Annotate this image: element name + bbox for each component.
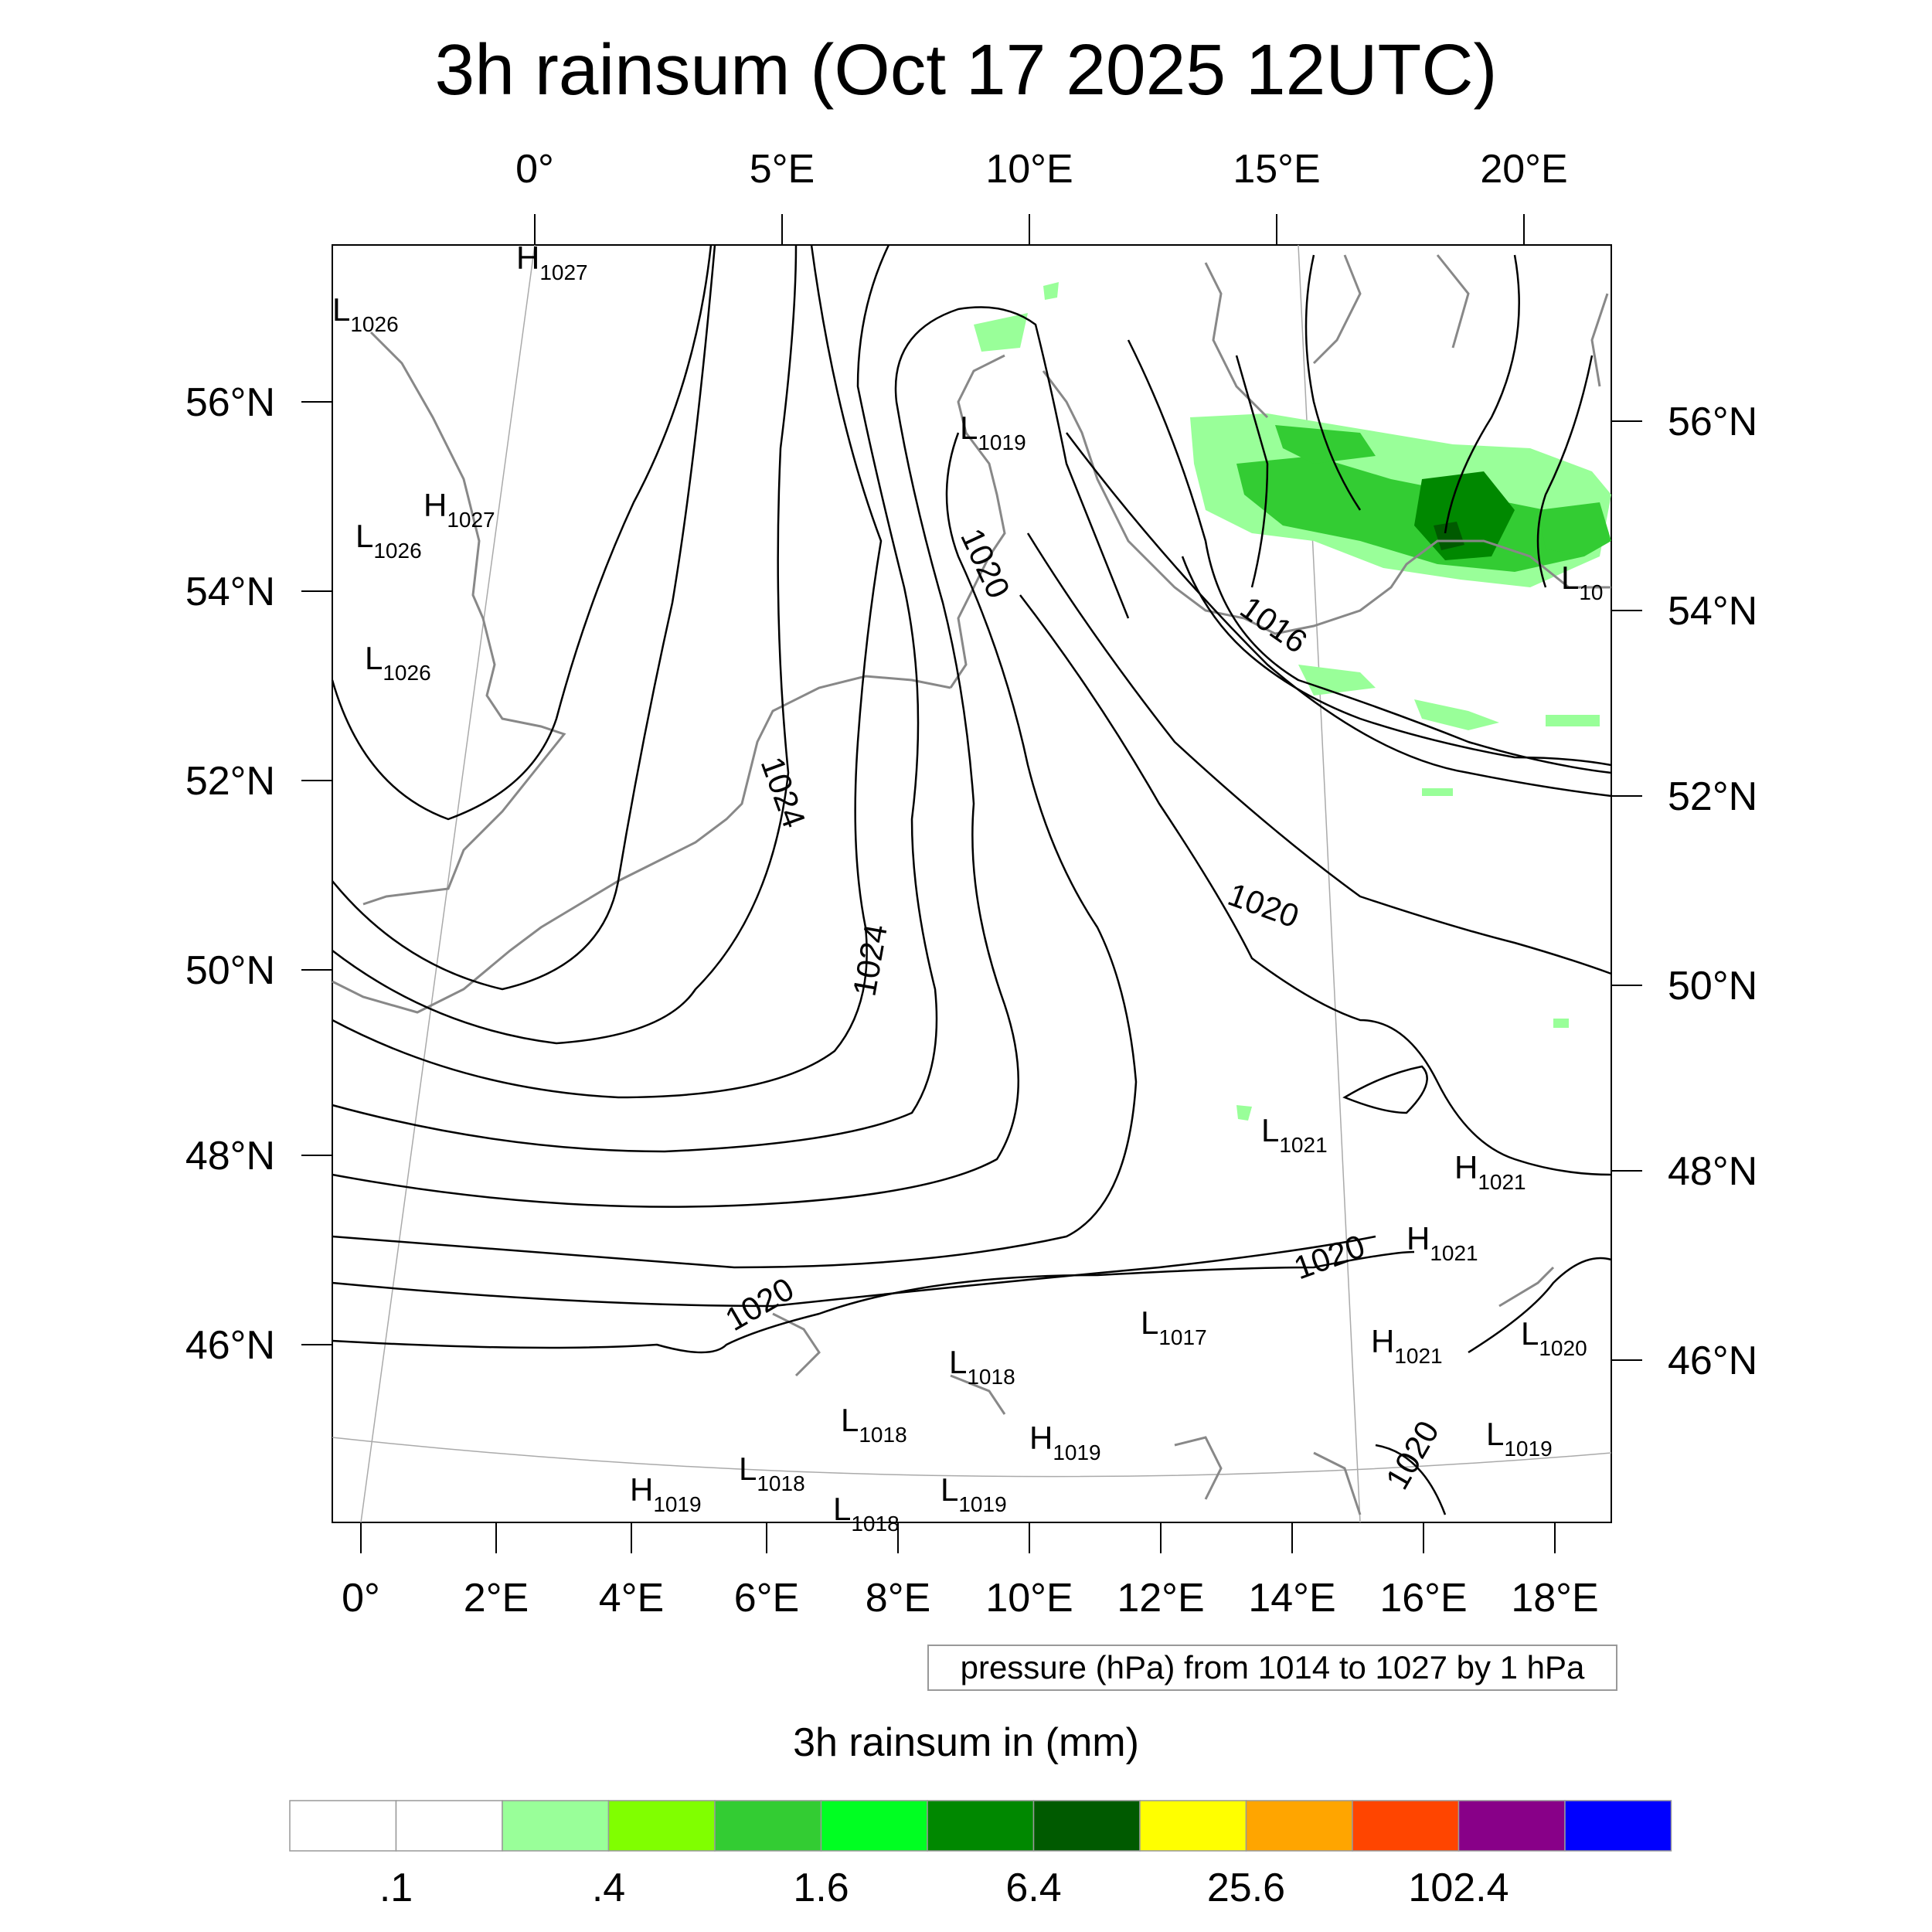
pressure-center-label: L1026: [365, 640, 431, 685]
isobars: [331, 244, 1612, 1515]
colorbar-swatch: [1352, 1800, 1460, 1852]
colorbar-swatch: [1458, 1800, 1566, 1852]
bottom-lon-label: 6°E: [734, 1576, 799, 1621]
colorbar-swatch: [502, 1800, 610, 1852]
axis-ticks: [301, 214, 1642, 1553]
pressure-center-label: H1027: [423, 487, 495, 532]
colorbar-label: 102.4: [1408, 1866, 1509, 1910]
right-lat-label: 48°N: [1668, 1149, 1757, 1194]
colorbar-swatch: [1032, 1800, 1141, 1852]
pressure-center-label: H1019: [630, 1471, 702, 1516]
left-lat-label: 48°N: [185, 1134, 275, 1179]
bottom-lon-label: 10°E: [985, 1576, 1073, 1621]
top-lon-label: 10°E: [985, 147, 1073, 192]
bottom-lon-label: 0°: [342, 1576, 380, 1621]
pressure-center-label: L1018: [949, 1344, 1015, 1389]
axis-labels: 0° 5°E 10°E 15°E 20°E 0° 2°E 4°E 6°E 8°E 10°E 12°E 1…: [185, 147, 1757, 1621]
colorbar-swatch: [927, 1800, 1035, 1852]
colorbar-swatch: [714, 1800, 822, 1852]
top-lon-label: 15°E: [1233, 147, 1320, 192]
pressure-center-label: H1021: [1371, 1323, 1443, 1368]
left-lat-label: 56°N: [185, 380, 275, 425]
pressure-center-label: H1021: [1454, 1149, 1526, 1194]
colorbar-title: 3h rainsum in (mm): [793, 1720, 1139, 1765]
colorbar-label: .1: [379, 1866, 413, 1910]
colorbar-swatch: [1564, 1800, 1672, 1852]
colorbar-swatch: [395, 1800, 503, 1852]
pressure-center-label: L1019: [1486, 1416, 1553, 1461]
top-lon-label: 5°E: [750, 147, 815, 192]
right-lat-label: 54°N: [1668, 589, 1757, 634]
pressure-center-label: L1019: [960, 410, 1026, 454]
top-lon-label: 0°: [515, 147, 554, 192]
pressure-center-label: H1021: [1406, 1220, 1478, 1265]
right-lat-label: 56°N: [1668, 400, 1757, 444]
pressure-center-label: L1019: [940, 1471, 1007, 1516]
pressure-center-label: L1020: [1521, 1315, 1587, 1360]
bottom-lon-label: 18°E: [1511, 1576, 1598, 1621]
pressure-center-label: L1026: [355, 518, 422, 563]
right-lat-label: 50°N: [1668, 964, 1757, 1009]
colorbar-swatch: [820, 1800, 928, 1852]
pressure-center-label: L1018: [841, 1402, 907, 1447]
left-lat-label: 50°N: [185, 948, 275, 993]
pressure-center-label: L1017: [1141, 1304, 1207, 1349]
right-lat-label: 46°N: [1668, 1338, 1757, 1383]
colorbar-label: 25.6: [1207, 1866, 1285, 1910]
pressure-center-label: L1026: [332, 291, 399, 336]
right-lat-label: 52°N: [1668, 774, 1757, 819]
pressure-center-label: L10: [1561, 560, 1604, 604]
map-title: 3h rainsum (Oct 17 2025 12UTC): [434, 29, 1498, 110]
colorbar-swatch: [607, 1800, 716, 1852]
left-lat-label: 52°N: [185, 759, 275, 804]
pressure-center-label: H1019: [1029, 1420, 1101, 1464]
bottom-lon-label: 4°E: [599, 1576, 664, 1621]
left-lat-label: 46°N: [185, 1323, 275, 1368]
bottom-lon-label: 12°E: [1117, 1576, 1204, 1621]
bottom-lon-label: 8°E: [866, 1576, 930, 1621]
bottom-lon-label: 2°E: [464, 1576, 529, 1621]
pressure-note: pressure (hPa) from 1014 to 1027 by 1 hP…: [927, 1645, 1617, 1691]
colorbar-swatch: [289, 1800, 397, 1852]
colorbar-label: .4: [592, 1866, 625, 1910]
colorbar: .1 .4 1.6 6.4 25.6 102.4: [289, 1800, 1672, 1910]
rain-field: [974, 282, 1611, 1121]
bottom-lon-label: 16°E: [1379, 1576, 1467, 1621]
pressure-center-label: H1027: [516, 240, 588, 284]
pressure-center-label: L1021: [1261, 1112, 1328, 1157]
pressure-center-label: L1018: [833, 1491, 900, 1536]
colorbar-label: 6.4: [1005, 1866, 1061, 1910]
top-lon-label: 20°E: [1480, 147, 1567, 192]
colorbar-label: 1.6: [793, 1866, 849, 1910]
pressure-centers: H1027L1026H1027L1026L1026L1019L10L1021H1…: [332, 240, 1604, 1536]
colorbar-swatch: [1245, 1800, 1353, 1852]
bottom-lon-label: 14°E: [1248, 1576, 1335, 1621]
coastlines: [332, 254, 1611, 1515]
pressure-center-label: L1018: [739, 1451, 805, 1495]
colorbar-swatch: [1139, 1800, 1247, 1852]
left-lat-label: 54°N: [185, 570, 275, 614]
